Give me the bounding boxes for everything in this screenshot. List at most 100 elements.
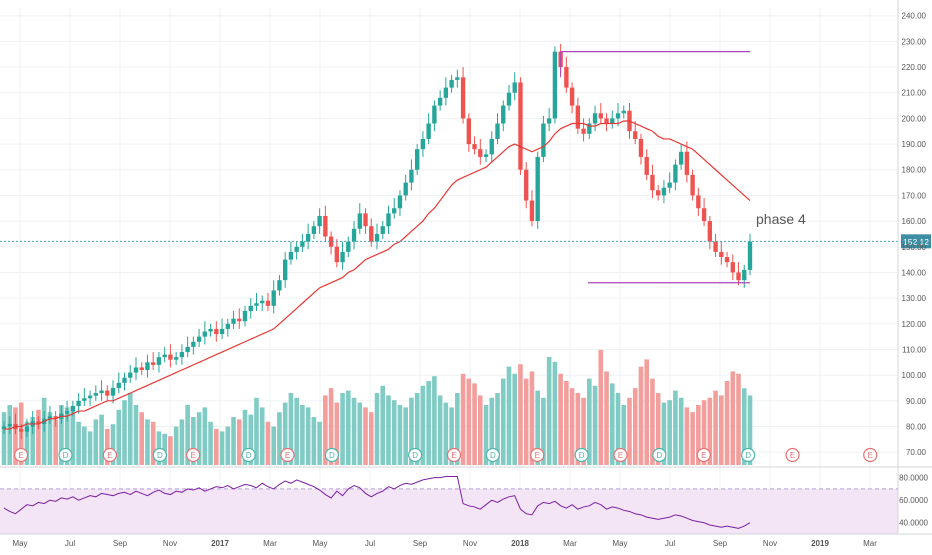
volume-bar-128 — [736, 373, 741, 465]
event-label-11: E — [535, 451, 540, 460]
dividend-marker-5[interactable]: D — [241, 447, 256, 463]
earnings-marker-15[interactable]: E — [696, 447, 711, 463]
volume-bar-98 — [564, 381, 569, 465]
dividend-marker-1[interactable]: D — [58, 447, 73, 463]
time-tick-11: Mar — [563, 539, 577, 548]
dividend-marker-7[interactable]: D — [324, 447, 339, 463]
volume-bar-120 — [690, 412, 695, 465]
candle-body-106 — [610, 118, 615, 124]
candle-body-19 — [110, 387, 116, 396]
candle-body-27 — [156, 357, 162, 365]
dividend-marker-8[interactable]: D — [408, 447, 423, 463]
candle-body-24 — [139, 367, 144, 371]
candle-body-113 — [650, 174, 655, 191]
volume-bar-1 — [7, 405, 13, 465]
candle-body-9 — [53, 416, 58, 419]
volume-bar-124 — [713, 390, 718, 465]
volume-bar-16 — [93, 419, 99, 465]
event-label-13: E — [618, 451, 623, 460]
volume-bar-46 — [265, 421, 271, 465]
event-circle-1 — [58, 447, 73, 463]
candle-body-48 — [277, 280, 282, 291]
dividend-marker-14[interactable]: D — [652, 447, 667, 463]
candle-body-47 — [271, 290, 276, 306]
dividend-marker-16[interactable]: D — [741, 447, 756, 463]
volume-bar-119 — [684, 407, 690, 465]
volume-bar-92 — [529, 371, 535, 465]
volume-bar-68 — [391, 400, 397, 465]
time-tick-1: Jul — [65, 539, 75, 548]
earnings-marker-6[interactable]: E — [280, 447, 295, 463]
earnings-marker-4[interactable]: E — [186, 447, 201, 463]
candle-body-11 — [64, 411, 70, 414]
event-circle-13 — [613, 447, 628, 463]
event-label-1: D — [63, 451, 69, 460]
event-label-8: D — [412, 451, 418, 460]
earnings-marker-9[interactable]: E — [446, 447, 462, 463]
volume-bar-79 — [455, 393, 460, 465]
price-tick-9: 150.00 — [902, 243, 927, 252]
candle-body-72 — [414, 149, 420, 170]
candle-body-101 — [581, 128, 586, 134]
volume-bar-36 — [208, 421, 213, 465]
candle-body-90 — [518, 82, 523, 170]
volume-bar-31 — [179, 419, 185, 465]
candle-body-36 — [208, 328, 213, 332]
earnings-marker-11[interactable]: E — [530, 447, 545, 463]
volume-bar-106 — [609, 383, 615, 465]
earnings-marker-18[interactable]: E — [863, 447, 878, 463]
time-tick-17: Mar — [863, 539, 877, 548]
volume-bar-29 — [168, 436, 173, 465]
earnings-marker-17[interactable]: E — [785, 447, 800, 463]
event-label-4: E — [190, 451, 195, 460]
volume-bar-127 — [730, 371, 736, 465]
dividend-marker-12[interactable]: D — [574, 447, 589, 463]
volume-bar-69 — [397, 405, 403, 465]
volume-bar-8 — [47, 412, 53, 465]
event-label-5: D — [246, 451, 252, 460]
earnings-marker-2[interactable]: E — [102, 447, 118, 463]
time-tick-13: Jul — [665, 539, 675, 548]
candle-body-61 — [351, 228, 357, 242]
candle-body-6 — [36, 421, 41, 424]
candle-body-120 — [690, 174, 695, 196]
volume-bar-86 — [495, 393, 500, 465]
candle-body-86 — [495, 123, 500, 139]
time-tick-2: Sep — [113, 539, 128, 548]
volume-bar-56 — [323, 395, 328, 465]
price-tick-17: 70.00 — [906, 448, 927, 457]
dividend-marker-3[interactable]: D — [152, 447, 167, 463]
candle-body-105 — [604, 118, 609, 124]
candle-body-130 — [747, 241, 753, 270]
candle-body-28 — [162, 354, 167, 358]
price-tick-8: 160.00 — [902, 217, 927, 226]
price-tick-12: 120.00 — [902, 320, 927, 329]
candle-body-57 — [328, 236, 334, 247]
event-circle-15 — [696, 447, 711, 463]
candle-body-55 — [317, 215, 322, 227]
volume-bar-39 — [225, 426, 231, 465]
event-circle-0 — [14, 447, 29, 463]
candle-body-112 — [644, 156, 649, 175]
candle-body-127 — [730, 262, 735, 273]
volume-bar-99 — [569, 388, 575, 465]
candle-body-126 — [724, 257, 730, 263]
volume-bar-116 — [667, 400, 672, 465]
volume-bars — [1, 349, 753, 465]
volume-bar-87 — [500, 378, 506, 465]
dividend-marker-10[interactable]: D — [485, 447, 500, 463]
candle-body-115 — [661, 187, 667, 196]
event-circle-16 — [741, 447, 756, 463]
candle-body-17 — [99, 390, 104, 394]
candle-body-0 — [1, 426, 7, 430]
current-price-label: 152.12 — [903, 237, 929, 247]
candle-body-62 — [357, 213, 362, 229]
candle-body-99 — [569, 87, 575, 106]
candle-body-4 — [24, 426, 30, 432]
volume-bar-26 — [150, 421, 156, 465]
earnings-marker-13[interactable]: E — [613, 447, 628, 463]
earnings-marker-0[interactable]: E — [14, 447, 29, 463]
